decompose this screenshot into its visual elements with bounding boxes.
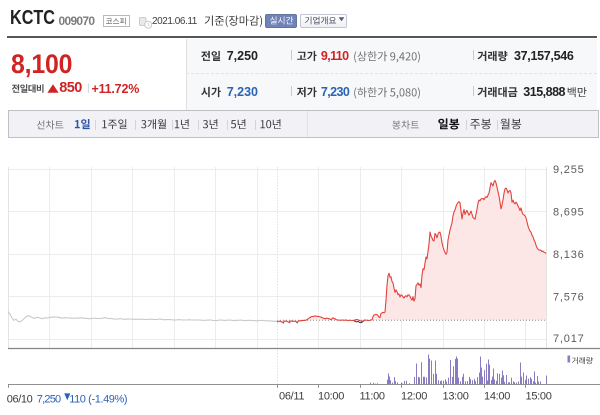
svg-text:8,136: 8,136 (553, 249, 585, 261)
svg-text:9,255: 9,255 (553, 164, 585, 176)
svg-text:12:00: 12:00 (401, 391, 427, 403)
svg-text:10:00: 10:00 (318, 391, 344, 403)
svg-text:7,017: 7,017 (553, 333, 585, 345)
svg-text:15:00: 15:00 (526, 391, 552, 403)
svg-text:06/11: 06/11 (279, 391, 304, 403)
svg-text:14:00: 14:00 (484, 391, 510, 403)
svg-text:11:00: 11:00 (360, 391, 385, 403)
svg-text:7,250: 7,250 (37, 394, 61, 406)
svg-text:7,576: 7,576 (553, 292, 585, 304)
svg-text:110 (-1.49%): 110 (-1.49%) (69, 394, 127, 406)
svg-text:06/10: 06/10 (7, 394, 33, 406)
svg-text:8,695: 8,695 (553, 207, 585, 219)
svg-text:13:00: 13:00 (443, 391, 469, 403)
